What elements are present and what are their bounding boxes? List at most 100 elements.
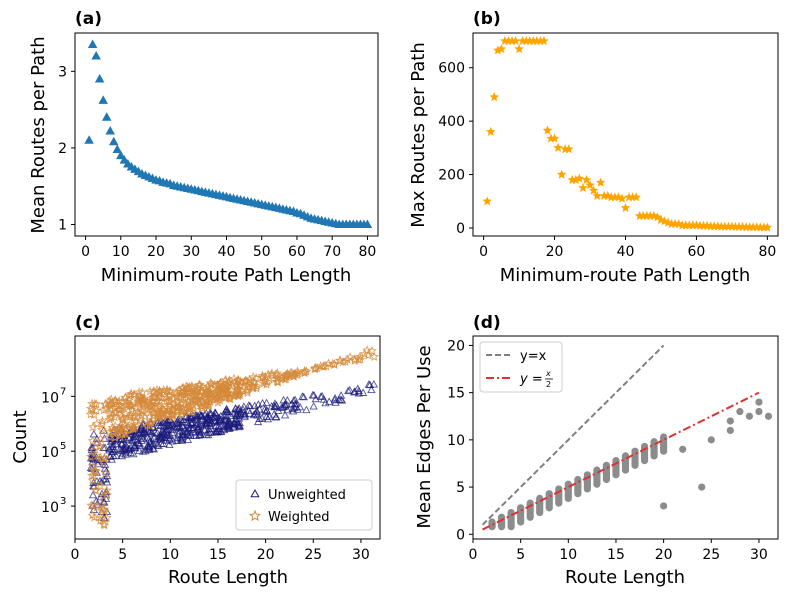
ytick-label: 200 bbox=[438, 168, 465, 184]
point-c-unweighted bbox=[302, 405, 311, 414]
point-c-unweighted bbox=[121, 450, 130, 458]
point-c-weighted bbox=[88, 421, 98, 432]
point-c-unweighted bbox=[280, 410, 290, 419]
point-c-weighted bbox=[130, 411, 141, 421]
point-d bbox=[488, 518, 496, 526]
point-c-unweighted bbox=[193, 412, 203, 420]
point-c-unweighted bbox=[252, 410, 262, 419]
point-b bbox=[482, 196, 492, 206]
xtick-label: 30 bbox=[352, 547, 370, 563]
point-c-weighted bbox=[124, 424, 135, 434]
point-c-weighted bbox=[91, 405, 102, 415]
xtick-label: 10 bbox=[161, 547, 179, 563]
point-c-weighted bbox=[184, 400, 195, 411]
panel-b-label: (b) bbox=[473, 9, 501, 29]
point-b bbox=[592, 190, 602, 200]
point-c-unweighted bbox=[157, 420, 166, 429]
point-a bbox=[98, 95, 108, 104]
point-c-unweighted bbox=[262, 412, 271, 421]
point-b bbox=[542, 125, 553, 135]
point-c-unweighted bbox=[138, 447, 148, 455]
point-a bbox=[84, 135, 94, 144]
panel-b-xlabel: Minimum-route Path Length bbox=[500, 265, 751, 286]
ytick-label-exp: 7 bbox=[60, 386, 66, 397]
point-c-unweighted bbox=[226, 411, 235, 420]
point-c-unweighted bbox=[204, 424, 214, 433]
panel-a-label: (a) bbox=[75, 9, 102, 29]
ytick-label: 600 bbox=[438, 61, 465, 77]
point-c-weighted bbox=[309, 364, 320, 374]
point-c-unweighted bbox=[162, 426, 171, 435]
point-c-unweighted bbox=[204, 430, 213, 439]
point-c-unweighted bbox=[369, 380, 379, 388]
xtick-label: 15 bbox=[209, 547, 227, 563]
point-c-unweighted bbox=[334, 395, 344, 403]
panel-a-points bbox=[84, 39, 373, 229]
point-c-weighted bbox=[290, 368, 301, 379]
point-c-weighted bbox=[142, 420, 153, 431]
point-c-unweighted bbox=[289, 396, 298, 404]
point-c-unweighted bbox=[88, 490, 98, 499]
legend-marker-weighted bbox=[249, 509, 261, 522]
point-b bbox=[631, 192, 641, 202]
point-c-unweighted bbox=[233, 404, 243, 413]
point-d-outlier bbox=[698, 483, 706, 491]
point-c-weighted bbox=[259, 375, 270, 385]
point-c-unweighted bbox=[367, 385, 376, 394]
point-c-weighted bbox=[149, 407, 160, 417]
point-c-weighted bbox=[145, 395, 155, 406]
xtick-label: 5 bbox=[516, 547, 525, 563]
point-c-unweighted bbox=[215, 415, 224, 424]
panel-d-ylabel: Mean Edges Per Use bbox=[414, 345, 435, 528]
point-d-outlier bbox=[707, 436, 715, 444]
point-c-weighted bbox=[101, 512, 112, 523]
point-c-weighted bbox=[279, 374, 290, 384]
point-b bbox=[539, 36, 549, 46]
point-c-weighted bbox=[231, 377, 241, 387]
ref-line-yx bbox=[482, 391, 760, 531]
point-a bbox=[362, 219, 373, 229]
xtick-label: 0 bbox=[479, 244, 488, 260]
point-c-weighted bbox=[172, 396, 182, 407]
point-c-unweighted bbox=[115, 444, 125, 453]
point-c-unweighted bbox=[280, 401, 290, 409]
point-c-weighted bbox=[134, 387, 145, 397]
point-b bbox=[549, 133, 560, 143]
point-c-weighted bbox=[257, 372, 268, 382]
point-c-weighted bbox=[234, 389, 245, 399]
xtick-label: 5 bbox=[118, 547, 127, 563]
point-c-weighted bbox=[292, 366, 303, 376]
point-c-unweighted bbox=[188, 425, 197, 433]
point-c-unweighted bbox=[108, 440, 118, 449]
point-c-unweighted bbox=[145, 445, 154, 453]
point-d-outlier bbox=[679, 445, 687, 453]
xtick-label: 10 bbox=[559, 547, 577, 563]
point-c-unweighted bbox=[164, 431, 174, 439]
point-c-unweighted bbox=[101, 474, 111, 483]
point-c-unweighted bbox=[111, 451, 121, 459]
point-c-weighted bbox=[128, 423, 138, 433]
point-c-weighted bbox=[345, 352, 355, 362]
legend-half-prefix: y = bbox=[519, 372, 543, 387]
point-c-weighted bbox=[248, 383, 259, 393]
point-c-weighted bbox=[106, 398, 116, 408]
xtick-label: 0 bbox=[469, 547, 478, 563]
point-c-weighted bbox=[115, 422, 125, 433]
point-c-weighted bbox=[105, 400, 116, 411]
point-c-weighted bbox=[95, 480, 106, 491]
point-a bbox=[109, 136, 119, 146]
point-c-unweighted bbox=[216, 411, 226, 420]
point-c-unweighted bbox=[282, 400, 291, 408]
point-c-unweighted bbox=[345, 385, 354, 394]
legend-label-weighted: Weighted bbox=[268, 510, 330, 525]
point-c-unweighted bbox=[133, 438, 143, 447]
point-c-weighted bbox=[155, 396, 165, 406]
point-c-unweighted bbox=[129, 435, 138, 444]
point-c-unweighted bbox=[244, 401, 253, 409]
xtick-label: 25 bbox=[702, 547, 720, 563]
point-c-unweighted bbox=[129, 449, 138, 458]
panel-a-ylabel: Mean Routes per Path bbox=[28, 36, 49, 233]
xtick-label: 80 bbox=[359, 244, 377, 260]
point-b bbox=[617, 193, 627, 203]
